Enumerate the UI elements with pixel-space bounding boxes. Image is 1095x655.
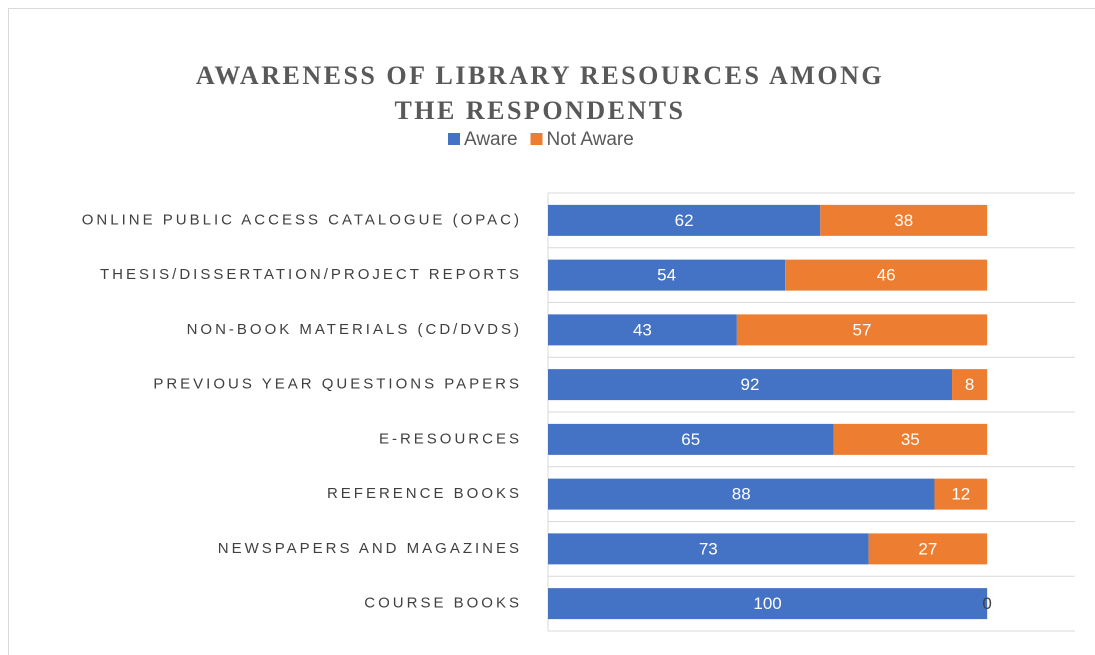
y-tick-label: NON-BOOK MATERIALS (CD/DVDS): [187, 321, 522, 338]
data-label: 12: [951, 485, 970, 504]
chart-title: AWARENESS OF LIBRARY RESOURCES AMONG THE…: [195, 61, 885, 125]
bar-segment: [934, 478, 988, 510]
bar-segment: [548, 588, 988, 620]
bar-segment: [548, 369, 953, 401]
bar-segment: [548, 204, 821, 236]
data-label: 54: [657, 266, 676, 285]
bar-segment: [548, 314, 737, 346]
bar-segment: [548, 533, 869, 565]
bar-segment: [548, 478, 935, 510]
data-label: 38: [894, 211, 913, 230]
bar-segment: [736, 314, 988, 346]
data-label: 57: [853, 320, 872, 339]
chart-border: [8, 8, 1095, 655]
data-label: 27: [918, 539, 937, 558]
data-label: 0: [982, 594, 991, 613]
data-label: 35: [901, 430, 920, 449]
legend-label: Aware: [464, 129, 518, 150]
bar-segment: [785, 259, 988, 291]
data-label: 65: [681, 430, 700, 449]
data-label: 46: [877, 266, 896, 285]
legend-label: Not Aware: [547, 129, 634, 150]
y-tick-label: ONLINE PUBLIC ACCESS CATALOGUE (OPAC): [82, 211, 522, 228]
data-label: 62: [675, 211, 694, 230]
data-label: 88: [732, 485, 751, 504]
bar-segment: [868, 533, 988, 565]
y-tick-label: THESIS/DISSERTATION/PROJECT REPORTS: [100, 266, 522, 283]
data-label: 92: [741, 375, 760, 394]
bar-segment: [952, 369, 988, 401]
data-label: 100: [753, 594, 781, 613]
y-tick-label: NEWSPAPERS AND MAGAZINES: [218, 540, 522, 557]
y-tick-label: E-RESOURCES: [379, 430, 522, 447]
y-tick-label: PREVIOUS YEAR QUESTIONS PAPERS: [153, 376, 522, 393]
data-label: 73: [699, 539, 718, 558]
bar-segment: [548, 423, 834, 455]
data-label: 8: [965, 375, 974, 394]
legend-swatch: [448, 133, 460, 145]
bar-segment: [833, 423, 988, 455]
bar-segment: [548, 259, 786, 291]
y-tick-label: REFERENCE BOOKS: [327, 485, 522, 502]
bar-segment: [820, 204, 988, 236]
y-tick-label: COURSE BOOKS: [364, 595, 522, 612]
data-label: 43: [633, 320, 652, 339]
legend-swatch: [530, 133, 543, 145]
